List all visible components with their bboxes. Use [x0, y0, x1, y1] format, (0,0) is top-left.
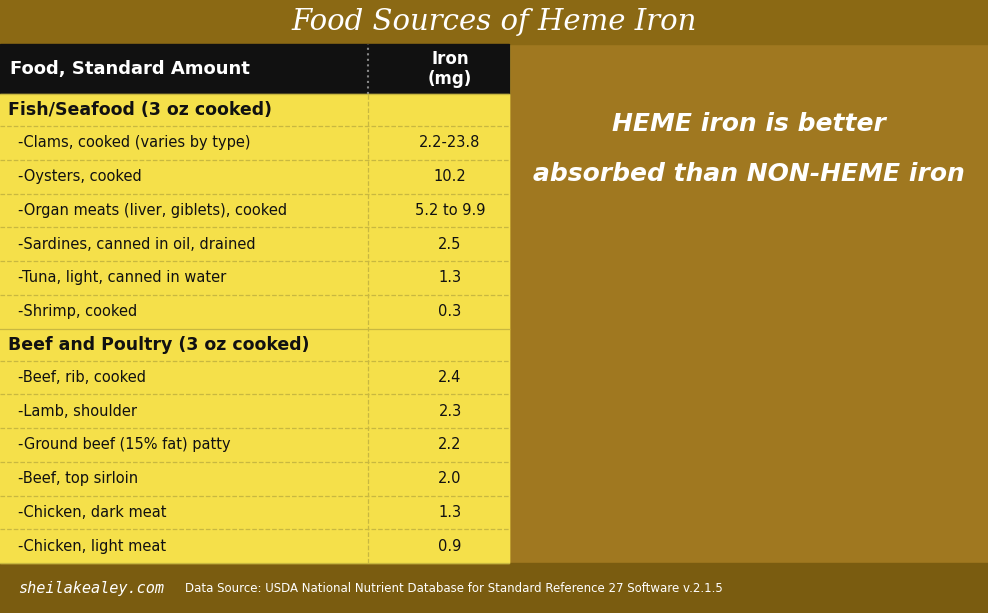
Text: HEME iron is better: HEME iron is better — [612, 112, 885, 136]
Bar — [0, 44, 509, 94]
Text: Food Sources of Heme Iron: Food Sources of Heme Iron — [291, 8, 697, 36]
Bar — [0, 44, 509, 563]
Text: Beef and Poultry (3 oz cooked): Beef and Poultry (3 oz cooked) — [8, 335, 309, 354]
Text: Data Source: USDA National Nutrient Database for Standard Reference 27 Software : Data Source: USDA National Nutrient Data… — [185, 582, 723, 595]
Text: 1.3: 1.3 — [439, 505, 461, 520]
Text: -Chicken, light meat: -Chicken, light meat — [18, 539, 166, 554]
Bar — [0, 94, 509, 126]
Bar — [0, 529, 509, 563]
Bar — [0, 0, 988, 44]
Text: absorbed than NON-HEME iron: absorbed than NON-HEME iron — [533, 162, 964, 186]
Bar — [0, 495, 509, 529]
Bar — [0, 261, 509, 295]
Text: 2.5: 2.5 — [439, 237, 461, 251]
Bar — [0, 295, 509, 329]
Bar — [0, 360, 509, 394]
Text: -Clams, cooked (varies by type): -Clams, cooked (varies by type) — [18, 135, 251, 150]
Text: -Ground beef (15% fat) patty: -Ground beef (15% fat) patty — [18, 437, 230, 452]
Text: -Sardines, canned in oil, drained: -Sardines, canned in oil, drained — [18, 237, 256, 251]
Text: 10.2: 10.2 — [434, 169, 466, 184]
Text: -Lamb, shoulder: -Lamb, shoulder — [18, 403, 137, 419]
Bar — [0, 126, 509, 160]
Bar — [0, 428, 509, 462]
Text: 2.3: 2.3 — [439, 403, 461, 419]
Text: -Beef, top sirloin: -Beef, top sirloin — [18, 471, 138, 486]
Text: -Beef, rib, cooked: -Beef, rib, cooked — [18, 370, 146, 385]
Text: 1.3: 1.3 — [439, 270, 461, 286]
Text: Fish/Seafood (3 oz cooked): Fish/Seafood (3 oz cooked) — [8, 101, 272, 119]
Text: -Tuna, light, canned in water: -Tuna, light, canned in water — [18, 270, 226, 286]
Bar — [0, 329, 509, 360]
Text: -Organ meats (liver, giblets), cooked: -Organ meats (liver, giblets), cooked — [18, 203, 288, 218]
Bar — [0, 160, 509, 194]
Bar — [0, 394, 509, 428]
Text: Food, Standard Amount: Food, Standard Amount — [10, 60, 250, 78]
Text: 2.0: 2.0 — [439, 471, 461, 486]
Bar — [0, 194, 509, 227]
Text: sheilakealey.com: sheilakealey.com — [18, 581, 164, 595]
Text: 5.2 to 9.9: 5.2 to 9.9 — [415, 203, 485, 218]
Text: -Oysters, cooked: -Oysters, cooked — [18, 169, 141, 184]
Text: 2.4: 2.4 — [439, 370, 461, 385]
Text: 2.2-23.8: 2.2-23.8 — [419, 135, 481, 150]
Bar — [0, 563, 988, 613]
Bar — [0, 462, 509, 495]
Text: 2.2: 2.2 — [439, 437, 461, 452]
Text: 0.9: 0.9 — [439, 539, 461, 554]
Bar — [0, 227, 509, 261]
Text: -Chicken, dark meat: -Chicken, dark meat — [18, 505, 167, 520]
Text: Iron
(mg): Iron (mg) — [428, 50, 472, 88]
Text: -Shrimp, cooked: -Shrimp, cooked — [18, 304, 137, 319]
Text: 0.3: 0.3 — [439, 304, 461, 319]
